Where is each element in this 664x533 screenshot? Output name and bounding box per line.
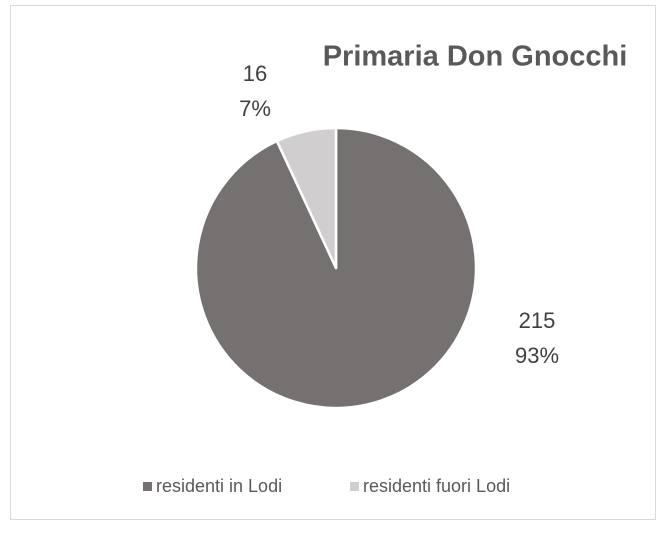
chart-title: Primaria Don Gnocchi — [323, 41, 628, 73]
legend-swatch — [350, 482, 359, 491]
pie — [194, 126, 478, 410]
data-labels: 215 93% 16 7% — [239, 61, 559, 368]
legend-label: residenti fuori Lodi — [363, 476, 510, 496]
legend-swatch — [143, 482, 152, 491]
data-label-value: 215 — [519, 308, 556, 333]
data-label-percent: 7% — [239, 96, 271, 121]
legend-label: residenti in Lodi — [156, 476, 282, 496]
data-label-value: 16 — [243, 61, 267, 86]
data-label-percent: 93% — [515, 343, 559, 368]
legend: residenti in Lodi residenti fuori Lodi — [143, 476, 510, 496]
pie-slice — [275, 126, 338, 270]
